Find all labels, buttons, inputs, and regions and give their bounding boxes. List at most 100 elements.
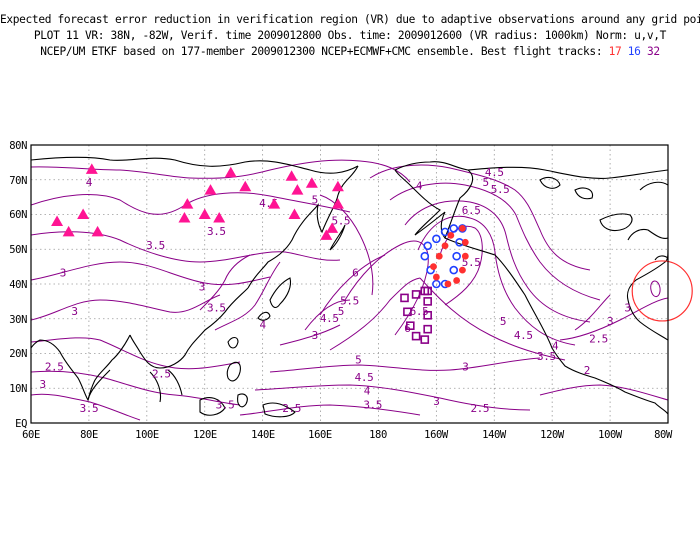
purple-track-square (420, 335, 430, 344)
map-title-line-2: PLOT 11 VR: 38N, -82W, Verif. time 20090… (33, 29, 667, 42)
purple-track-square (423, 286, 432, 296)
blue-track-circle (423, 241, 432, 251)
lat-tick-label: 60N (9, 209, 27, 221)
newfoundland-coast (654, 255, 668, 261)
observation-triangle (91, 225, 104, 237)
purple-track-square (403, 307, 412, 317)
lon-tick-label: 140E (251, 429, 275, 441)
contour-line (254, 384, 531, 411)
contour-label: 3 (433, 395, 439, 408)
contour-line (319, 254, 386, 316)
contour-line (31, 192, 351, 215)
lon-tick-label: 180 (369, 429, 387, 441)
track-17-label: 17 (608, 45, 622, 58)
blue-track-circle (432, 234, 441, 244)
contour-label: 3 (624, 301, 630, 314)
red-track-dot (459, 266, 466, 274)
contour-label: 3.5 (207, 225, 226, 238)
taiwan-outline (227, 336, 239, 349)
purple-track-square (400, 293, 409, 303)
contour-line (329, 277, 566, 361)
latitude-ticks: 80N 70N 60N 50N 40N 30N 20N 10N EQ (9, 140, 27, 430)
new-guinea-outline (262, 402, 296, 418)
red-track-dot (461, 252, 469, 260)
observation-triangle (198, 208, 211, 219)
track-16-label: 16 (627, 45, 641, 58)
island-outline (237, 393, 248, 408)
contour-label: 3 (199, 280, 205, 293)
contour-line (214, 261, 281, 331)
japan-outline (269, 277, 292, 309)
red-track-dot (447, 231, 455, 239)
observation-triangle (331, 180, 344, 192)
red-track-dot (453, 277, 461, 284)
observation-triangles (51, 163, 344, 240)
lat-tick-label: 40N (9, 279, 27, 291)
lon-tick-label: 80E (80, 429, 98, 441)
contour-label: 4.5 (320, 312, 339, 325)
contour-label: 4 (552, 340, 559, 353)
contour-line (304, 299, 351, 331)
observation-triangle (331, 198, 344, 209)
contour-field (31, 159, 668, 421)
contour-label: 5 (312, 194, 318, 207)
purple-track-square (423, 310, 432, 320)
contour-line (199, 254, 251, 311)
contour-label: 5.5 (462, 256, 481, 269)
red-track-dot (461, 238, 469, 246)
blue-track-circle (458, 224, 467, 233)
blue-track-circle (452, 251, 461, 261)
observation-triangle (178, 211, 191, 223)
contour-line (31, 370, 241, 406)
verification-region-circle (631, 260, 693, 322)
contour-line (559, 297, 668, 341)
labrador-coast (627, 228, 668, 241)
purple-track-square (423, 297, 432, 306)
lon-tick-label: 60E (22, 429, 40, 441)
contour-line (31, 231, 341, 263)
contour-label: 3 (312, 329, 318, 342)
contour-label: 3 (39, 378, 45, 391)
lat-tick-label: 20N (9, 348, 27, 360)
lat-tick-label: 70N (9, 175, 27, 187)
kyushu-outline (257, 311, 271, 321)
south-asia-coast (31, 334, 131, 402)
borneo-outline (199, 397, 226, 416)
observation-triangle (285, 170, 298, 181)
observation-triangle (62, 225, 75, 237)
observation-triangle (291, 184, 304, 195)
contour-label: 5.5 (491, 183, 510, 196)
asia-east-coast (247, 165, 359, 289)
verification-region-contour (650, 280, 661, 297)
observation-triangle (224, 166, 237, 178)
blue-track-circle (420, 251, 430, 261)
track-32-label: 32 (646, 45, 660, 58)
purple-track-square (423, 324, 432, 334)
red-track-dot (435, 252, 443, 260)
contour-label: 3.5 (363, 399, 382, 412)
lat-tick-label: 30N (9, 314, 27, 326)
contour-line (31, 337, 241, 370)
contour-label: 2.5 (45, 360, 64, 373)
indochina-coast (149, 369, 183, 403)
hudson-bay-outline (599, 213, 633, 232)
contour-line (239, 404, 421, 416)
contour-label: 3.5 (146, 239, 165, 252)
contour-label: 3 (60, 267, 66, 280)
contour-label: 5 (500, 315, 506, 328)
contour-line (31, 393, 141, 421)
contour-label: 5.5 (340, 294, 359, 307)
purple-track-square (406, 321, 415, 331)
lat-tick-label: EQ (15, 418, 27, 430)
contour-line (439, 225, 483, 306)
contour-label: 6.5 (462, 204, 481, 217)
lon-tick-label: 120E (193, 429, 217, 441)
observation-triangle (305, 177, 318, 188)
baffin-coast (639, 181, 668, 191)
lat-tick-label: 50N (9, 244, 27, 256)
north-america-north-coast (467, 166, 668, 179)
lat-tick-label: 10N (9, 383, 27, 395)
map-title-line-3: NCEP/UM ETKF based on 177-member 2009012… (0, 45, 700, 58)
arctic-island-outline (539, 176, 561, 189)
